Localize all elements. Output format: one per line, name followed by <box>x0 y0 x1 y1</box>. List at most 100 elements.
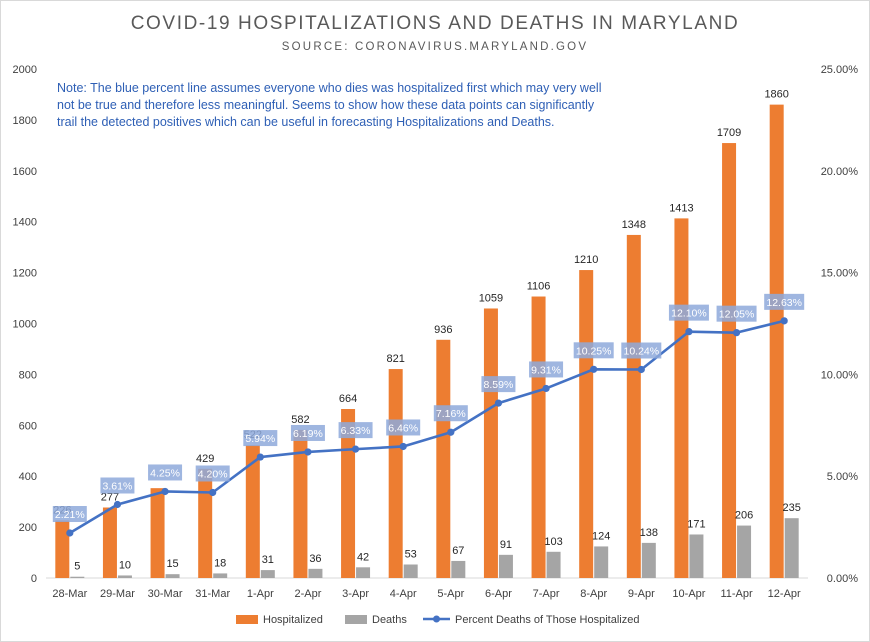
data-label-percent: 8.59% <box>484 379 514 391</box>
legend-label-deaths: Deaths <box>372 614 407 626</box>
data-label-hospitalized: 582 <box>291 414 309 426</box>
data-label-percent: 9.31% <box>531 364 561 376</box>
left-tick-label: 1000 <box>13 319 37 331</box>
data-label-percent: 6.19% <box>293 428 323 440</box>
bar-deaths <box>451 560 466 578</box>
data-label-percent: 4.20% <box>198 468 228 480</box>
left-tick-label: 1200 <box>13 268 37 280</box>
x-tick-label: 28-Mar <box>52 588 87 600</box>
x-tick-label: 7-Apr <box>533 588 560 600</box>
legend-label-percent: Percent Deaths of Those Hospitalized <box>455 614 639 626</box>
x-tick-label: 9-Apr <box>628 588 655 600</box>
data-label-hospitalized: 429 <box>196 453 214 465</box>
data-label-deaths: 36 <box>309 553 321 565</box>
data-label-deaths: 235 <box>783 502 801 514</box>
data-label-deaths: 53 <box>405 549 417 561</box>
data-label-percent: 6.33% <box>341 425 371 437</box>
x-tick-label: 11-Apr <box>720 588 753 600</box>
data-label-deaths: 42 <box>357 551 369 563</box>
bar-hospitalized <box>341 409 356 578</box>
data-label-hospitalized: 1210 <box>574 254 598 266</box>
bar-hospitalized <box>626 234 641 578</box>
legend-swatch-percent-marker <box>433 615 440 623</box>
bar-deaths <box>546 551 561 578</box>
bar-hospitalized <box>388 369 403 578</box>
right-axis: 0.00% 5.00% 10.00% 15.00% 20.00% 25.00% <box>821 64 859 585</box>
percent-marker <box>161 487 169 496</box>
percent-marker <box>494 399 503 407</box>
data-label-percent: 12.63% <box>766 297 802 309</box>
data-label-deaths: 138 <box>640 527 658 539</box>
data-label-percent: 5.94% <box>245 433 275 445</box>
bar-hospitalized <box>198 468 213 578</box>
percent-marker <box>590 365 598 373</box>
percent-marker <box>304 448 312 456</box>
bar-deaths <box>641 542 656 578</box>
data-label-hospitalized: 1059 <box>479 292 503 304</box>
bar-deaths <box>498 554 513 578</box>
x-tick-label: 12-Apr <box>768 588 801 600</box>
bar-deaths <box>117 575 132 578</box>
percent-label-box <box>668 304 709 321</box>
note-line-3: trail the detected positives which can b… <box>57 115 555 129</box>
data-label-deaths: 15 <box>166 558 178 570</box>
percent-marker <box>732 329 741 337</box>
right-tick-label: 25.00% <box>821 64 859 76</box>
data-label-percent: 12.05% <box>719 309 755 321</box>
legend-swatch-deaths <box>345 615 367 624</box>
percent-label-box <box>481 376 516 393</box>
x-tick-label: 10-Apr <box>672 588 705 600</box>
note-annotation: Note: The blue percent line assumes ever… <box>57 81 601 129</box>
x-tick-label: 31-Mar <box>195 588 230 600</box>
x-tick-label: 8-Apr <box>580 588 607 600</box>
percent-label-box <box>290 424 325 441</box>
percent-marker <box>256 453 264 461</box>
data-label-deaths: 5 <box>74 561 80 573</box>
bar-hospitalized <box>483 308 498 578</box>
percent-line <box>69 319 785 535</box>
percent-label-box <box>52 506 87 523</box>
data-label-deaths: 10 <box>119 559 131 571</box>
bar-hospitalized <box>293 429 308 578</box>
right-tick-label: 10.00% <box>821 369 859 381</box>
note-line-1: Note: The blue percent line assumes ever… <box>57 81 601 95</box>
bar-deaths <box>594 546 609 578</box>
percent-label-box <box>716 305 757 322</box>
percent-label-box <box>148 464 183 481</box>
bar-deaths <box>165 574 180 578</box>
bar-hospitalized <box>769 104 784 578</box>
x-tick-label: 30-Mar <box>148 588 183 600</box>
left-tick-label: 200 <box>19 522 37 534</box>
percent-marker <box>542 384 550 393</box>
left-tick-label: 800 <box>19 369 37 381</box>
data-label-deaths: 171 <box>687 518 705 530</box>
bar-hospitalized <box>436 339 451 578</box>
percent-marker <box>685 328 693 336</box>
data-label-deaths: 31 <box>262 554 274 566</box>
data-label-hospitalized: 1413 <box>669 202 693 214</box>
data-label-percent: 7.16% <box>436 408 466 420</box>
data-label-hospitalized: 664 <box>339 393 357 405</box>
percent-label-box <box>195 465 230 482</box>
x-tick-label: 4-Apr <box>390 588 417 600</box>
chart-subtitle: SOURCE: CORONAVIRUS.MARYLAND.GOV <box>282 41 588 53</box>
x-tick-label: 2-Apr <box>294 588 321 600</box>
bar-deaths <box>213 573 228 578</box>
left-tick-label: 0 <box>31 573 37 585</box>
data-label-hospitalized: 936 <box>434 324 452 336</box>
data-label-percent: 10.24% <box>624 346 660 358</box>
percent-label-box <box>386 419 421 436</box>
data-label-percent: 2.21% <box>55 509 85 521</box>
bar-deaths <box>260 570 275 578</box>
data-label-deaths: 124 <box>592 530 610 542</box>
x-tick-label: 29-Mar <box>100 588 135 600</box>
data-label-percent: 4.25% <box>150 467 180 479</box>
bar-deaths <box>70 576 85 578</box>
percent-marker <box>351 445 360 453</box>
percent-label-box <box>764 293 805 310</box>
x-tick-label: 3-Apr <box>342 588 369 600</box>
bar-hospitalized <box>102 507 117 578</box>
percent-marker <box>637 365 645 374</box>
